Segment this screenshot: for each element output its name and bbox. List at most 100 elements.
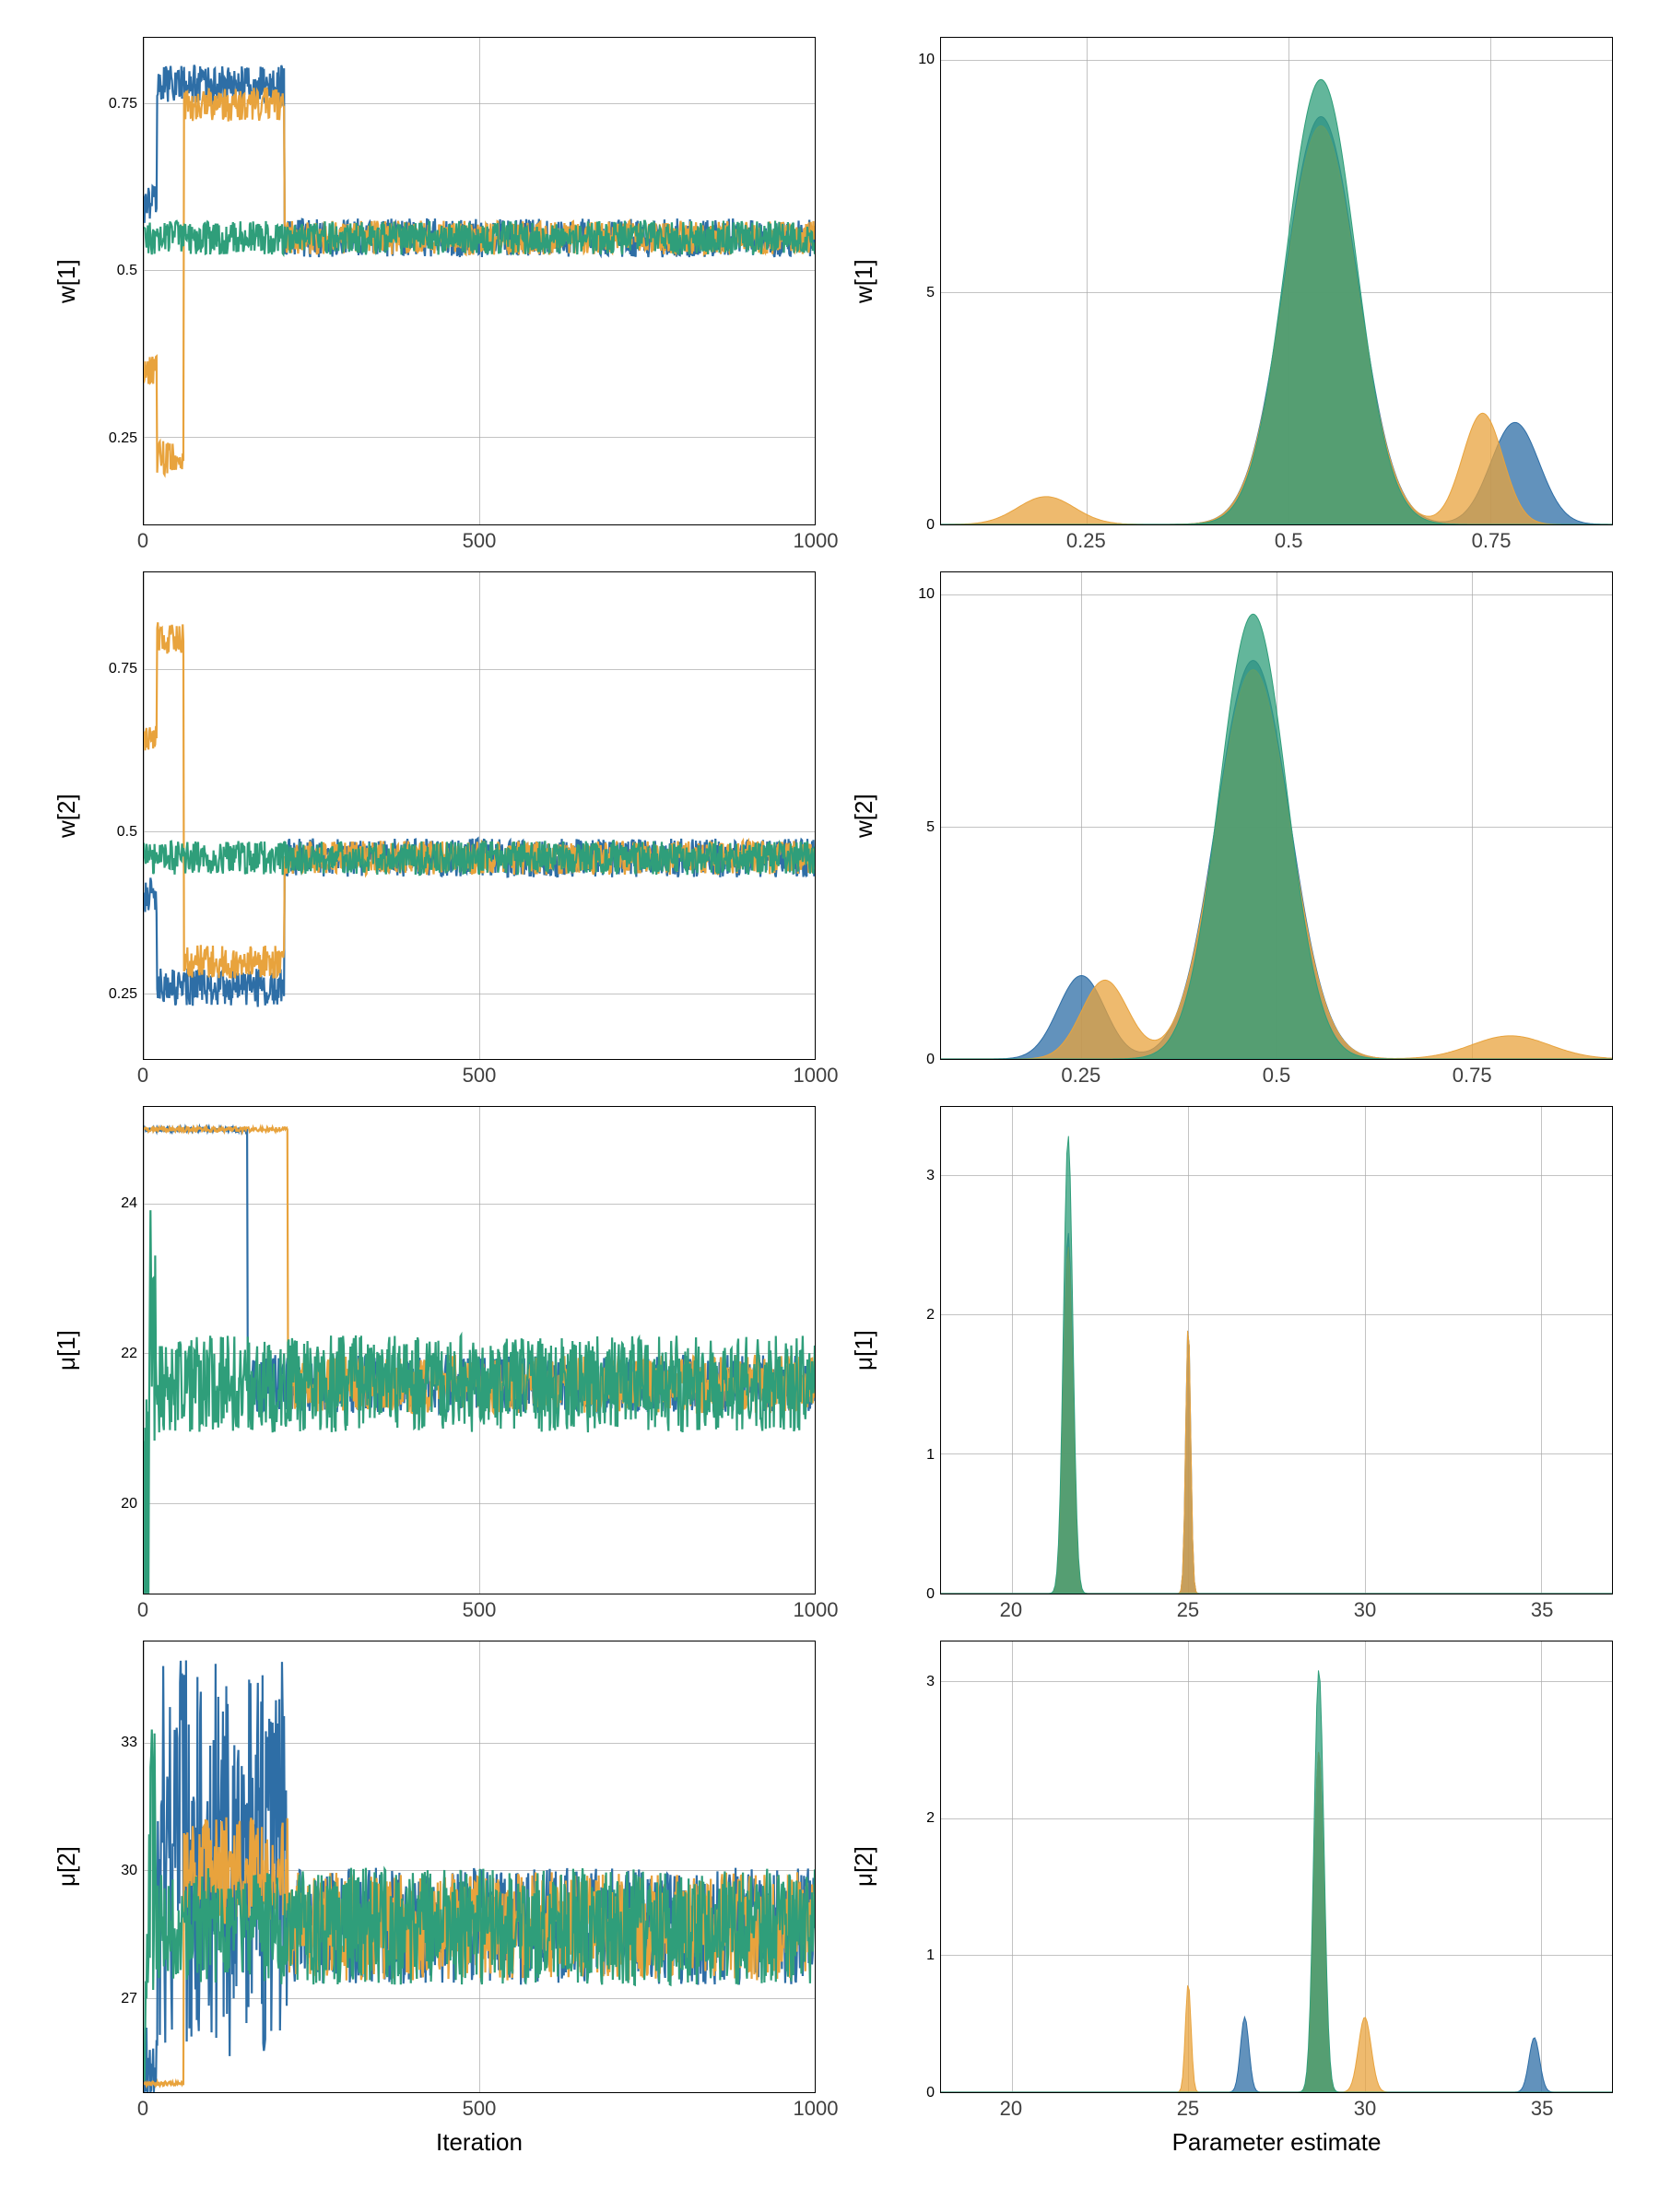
x-tick: 0.25 bbox=[1061, 1064, 1100, 1088]
y-tick: 30 bbox=[121, 1863, 137, 1879]
x-tick: 0.75 bbox=[1453, 1064, 1492, 1088]
density-green bbox=[941, 1136, 1612, 1594]
y-ticks: 0.25 0.5 0.75 bbox=[88, 37, 143, 525]
density-panel-row2: μ[1]012320253035 bbox=[843, 1106, 1613, 1622]
plot-area bbox=[940, 1106, 1613, 1594]
x-tick: 0.25 bbox=[1066, 529, 1106, 553]
x-tick: 25 bbox=[1177, 1598, 1199, 1622]
plot-area bbox=[143, 571, 816, 1060]
x-tick: 500 bbox=[463, 1064, 497, 1088]
x-tick: 30 bbox=[1354, 1598, 1376, 1622]
x-tick: 35 bbox=[1531, 2097, 1553, 2121]
x-axis-label: Parameter estimate bbox=[843, 2121, 1613, 2157]
y-axis-label: w[1] bbox=[46, 37, 88, 525]
trace-line-green bbox=[144, 1210, 815, 1594]
y-tick: 5 bbox=[926, 819, 935, 836]
y-tick: 20 bbox=[121, 1496, 137, 1512]
y-axis-label: w[2] bbox=[46, 571, 88, 1060]
y-tick: 1 bbox=[926, 1947, 935, 1964]
plot-area bbox=[143, 37, 816, 525]
density-blue bbox=[941, 1752, 1612, 2092]
plot-area bbox=[143, 1106, 816, 1594]
y-tick: 10 bbox=[918, 586, 935, 603]
x-tick: 0 bbox=[137, 2097, 148, 2121]
density-blue bbox=[941, 1233, 1612, 1594]
x-tick: 0.5 bbox=[1263, 1064, 1291, 1088]
x-tick: 30 bbox=[1354, 2097, 1376, 2121]
y-tick: 0.75 bbox=[109, 96, 137, 112]
x-tick: 500 bbox=[463, 2097, 497, 2121]
x-ticks: 0.25 0.5 0.75 bbox=[843, 1060, 1613, 1088]
x-tick: 25 bbox=[1177, 2097, 1199, 2121]
y-tick: 5 bbox=[926, 285, 935, 301]
x-ticks: 20 25 30 35 bbox=[843, 2093, 1613, 2121]
y-ticks: 27 30 33 bbox=[88, 1641, 143, 2093]
x-ticks: 20 25 30 35 bbox=[843, 1594, 1613, 1622]
y-tick: 10 bbox=[918, 52, 935, 68]
x-ticks: 05001000 bbox=[46, 2093, 816, 2121]
x-tick: 1000 bbox=[794, 529, 839, 553]
x-tick: 500 bbox=[463, 1598, 497, 1622]
x-tick: 500 bbox=[463, 529, 497, 553]
y-tick: 33 bbox=[121, 1735, 137, 1751]
density-panel-row0: w[1]05100.250.50.75 bbox=[843, 37, 1613, 553]
y-ticks: 0510 bbox=[885, 37, 940, 525]
x-tick: 0 bbox=[137, 1064, 148, 1088]
y-tick: 0.25 bbox=[109, 430, 137, 447]
y-tick: 0.25 bbox=[109, 986, 137, 1003]
y-tick: 0.75 bbox=[109, 661, 137, 677]
y-tick: 22 bbox=[121, 1346, 137, 1362]
x-ticks: 05001000 bbox=[46, 1060, 816, 1088]
y-tick: 24 bbox=[121, 1195, 137, 1212]
y-ticks: 0.25 0.5 0.75 bbox=[88, 571, 143, 1060]
y-tick: 0.5 bbox=[117, 263, 137, 279]
y-axis-label: μ[1] bbox=[46, 1106, 88, 1594]
x-tick: 20 bbox=[1000, 2097, 1022, 2121]
x-tick: 1000 bbox=[794, 1598, 839, 1622]
y-tick: 0.5 bbox=[117, 824, 137, 841]
y-tick: 3 bbox=[926, 1168, 935, 1184]
density-panel-row3: μ[2]012320253035Parameter estimate bbox=[843, 1641, 1613, 2157]
trace-panel-row1: w[2]0.250.50.7505001000 bbox=[46, 571, 816, 1088]
y-axis-label: w[2] bbox=[843, 571, 885, 1060]
y-ticks: 0123 bbox=[885, 1641, 940, 2093]
x-axis-label: Iteration bbox=[46, 2121, 816, 2157]
y-tick: 1 bbox=[926, 1447, 935, 1464]
y-axis-label: μ[2] bbox=[843, 1641, 885, 2093]
y-tick: 2 bbox=[926, 1307, 935, 1324]
x-tick: 0 bbox=[137, 1598, 148, 1622]
y-ticks: 0123 bbox=[885, 1106, 940, 1594]
density-green bbox=[941, 614, 1612, 1059]
y-ticks: 0510 bbox=[885, 571, 940, 1060]
y-tick: 3 bbox=[926, 1674, 935, 1690]
y-tick: 2 bbox=[926, 1810, 935, 1827]
x-ticks: 05001000 bbox=[46, 525, 816, 553]
density-panel-row1: w[2]05100.250.50.75 bbox=[843, 571, 1613, 1088]
y-axis-label: μ[2] bbox=[46, 1641, 88, 2093]
trace-panel-row3: μ[2]27303305001000Iteration bbox=[46, 1641, 816, 2157]
x-ticks: 05001000 bbox=[46, 1594, 816, 1622]
plot-area bbox=[143, 1641, 816, 2093]
y-axis-label: μ[1] bbox=[843, 1106, 885, 1594]
trace-panel-row2: μ[1]20222405001000 bbox=[46, 1106, 816, 1622]
x-tick: 0.75 bbox=[1472, 529, 1512, 553]
x-tick: 20 bbox=[1000, 1598, 1022, 1622]
plot-area bbox=[940, 37, 1613, 525]
x-tick: 0.5 bbox=[1275, 529, 1303, 553]
y-ticks: 20 22 24 bbox=[88, 1106, 143, 1594]
density-orange bbox=[941, 1752, 1612, 2092]
density-orange bbox=[941, 1247, 1612, 1594]
trace-line-orange bbox=[144, 88, 815, 475]
plot-area bbox=[940, 571, 1613, 1060]
trace-line-orange bbox=[144, 622, 815, 978]
x-tick: 35 bbox=[1531, 1598, 1553, 1622]
y-axis-label: w[1] bbox=[843, 37, 885, 525]
y-tick: 27 bbox=[121, 1991, 137, 2007]
density-green bbox=[941, 1670, 1612, 2092]
x-tick: 0 bbox=[137, 529, 148, 553]
x-tick: 1000 bbox=[794, 1064, 839, 1088]
trace-panel-row0: w[1]0.250.50.7505001000 bbox=[46, 37, 816, 553]
plot-area bbox=[940, 1641, 1613, 2093]
x-tick: 1000 bbox=[794, 2097, 839, 2121]
x-ticks: 0.25 0.5 0.75 bbox=[843, 525, 1613, 553]
